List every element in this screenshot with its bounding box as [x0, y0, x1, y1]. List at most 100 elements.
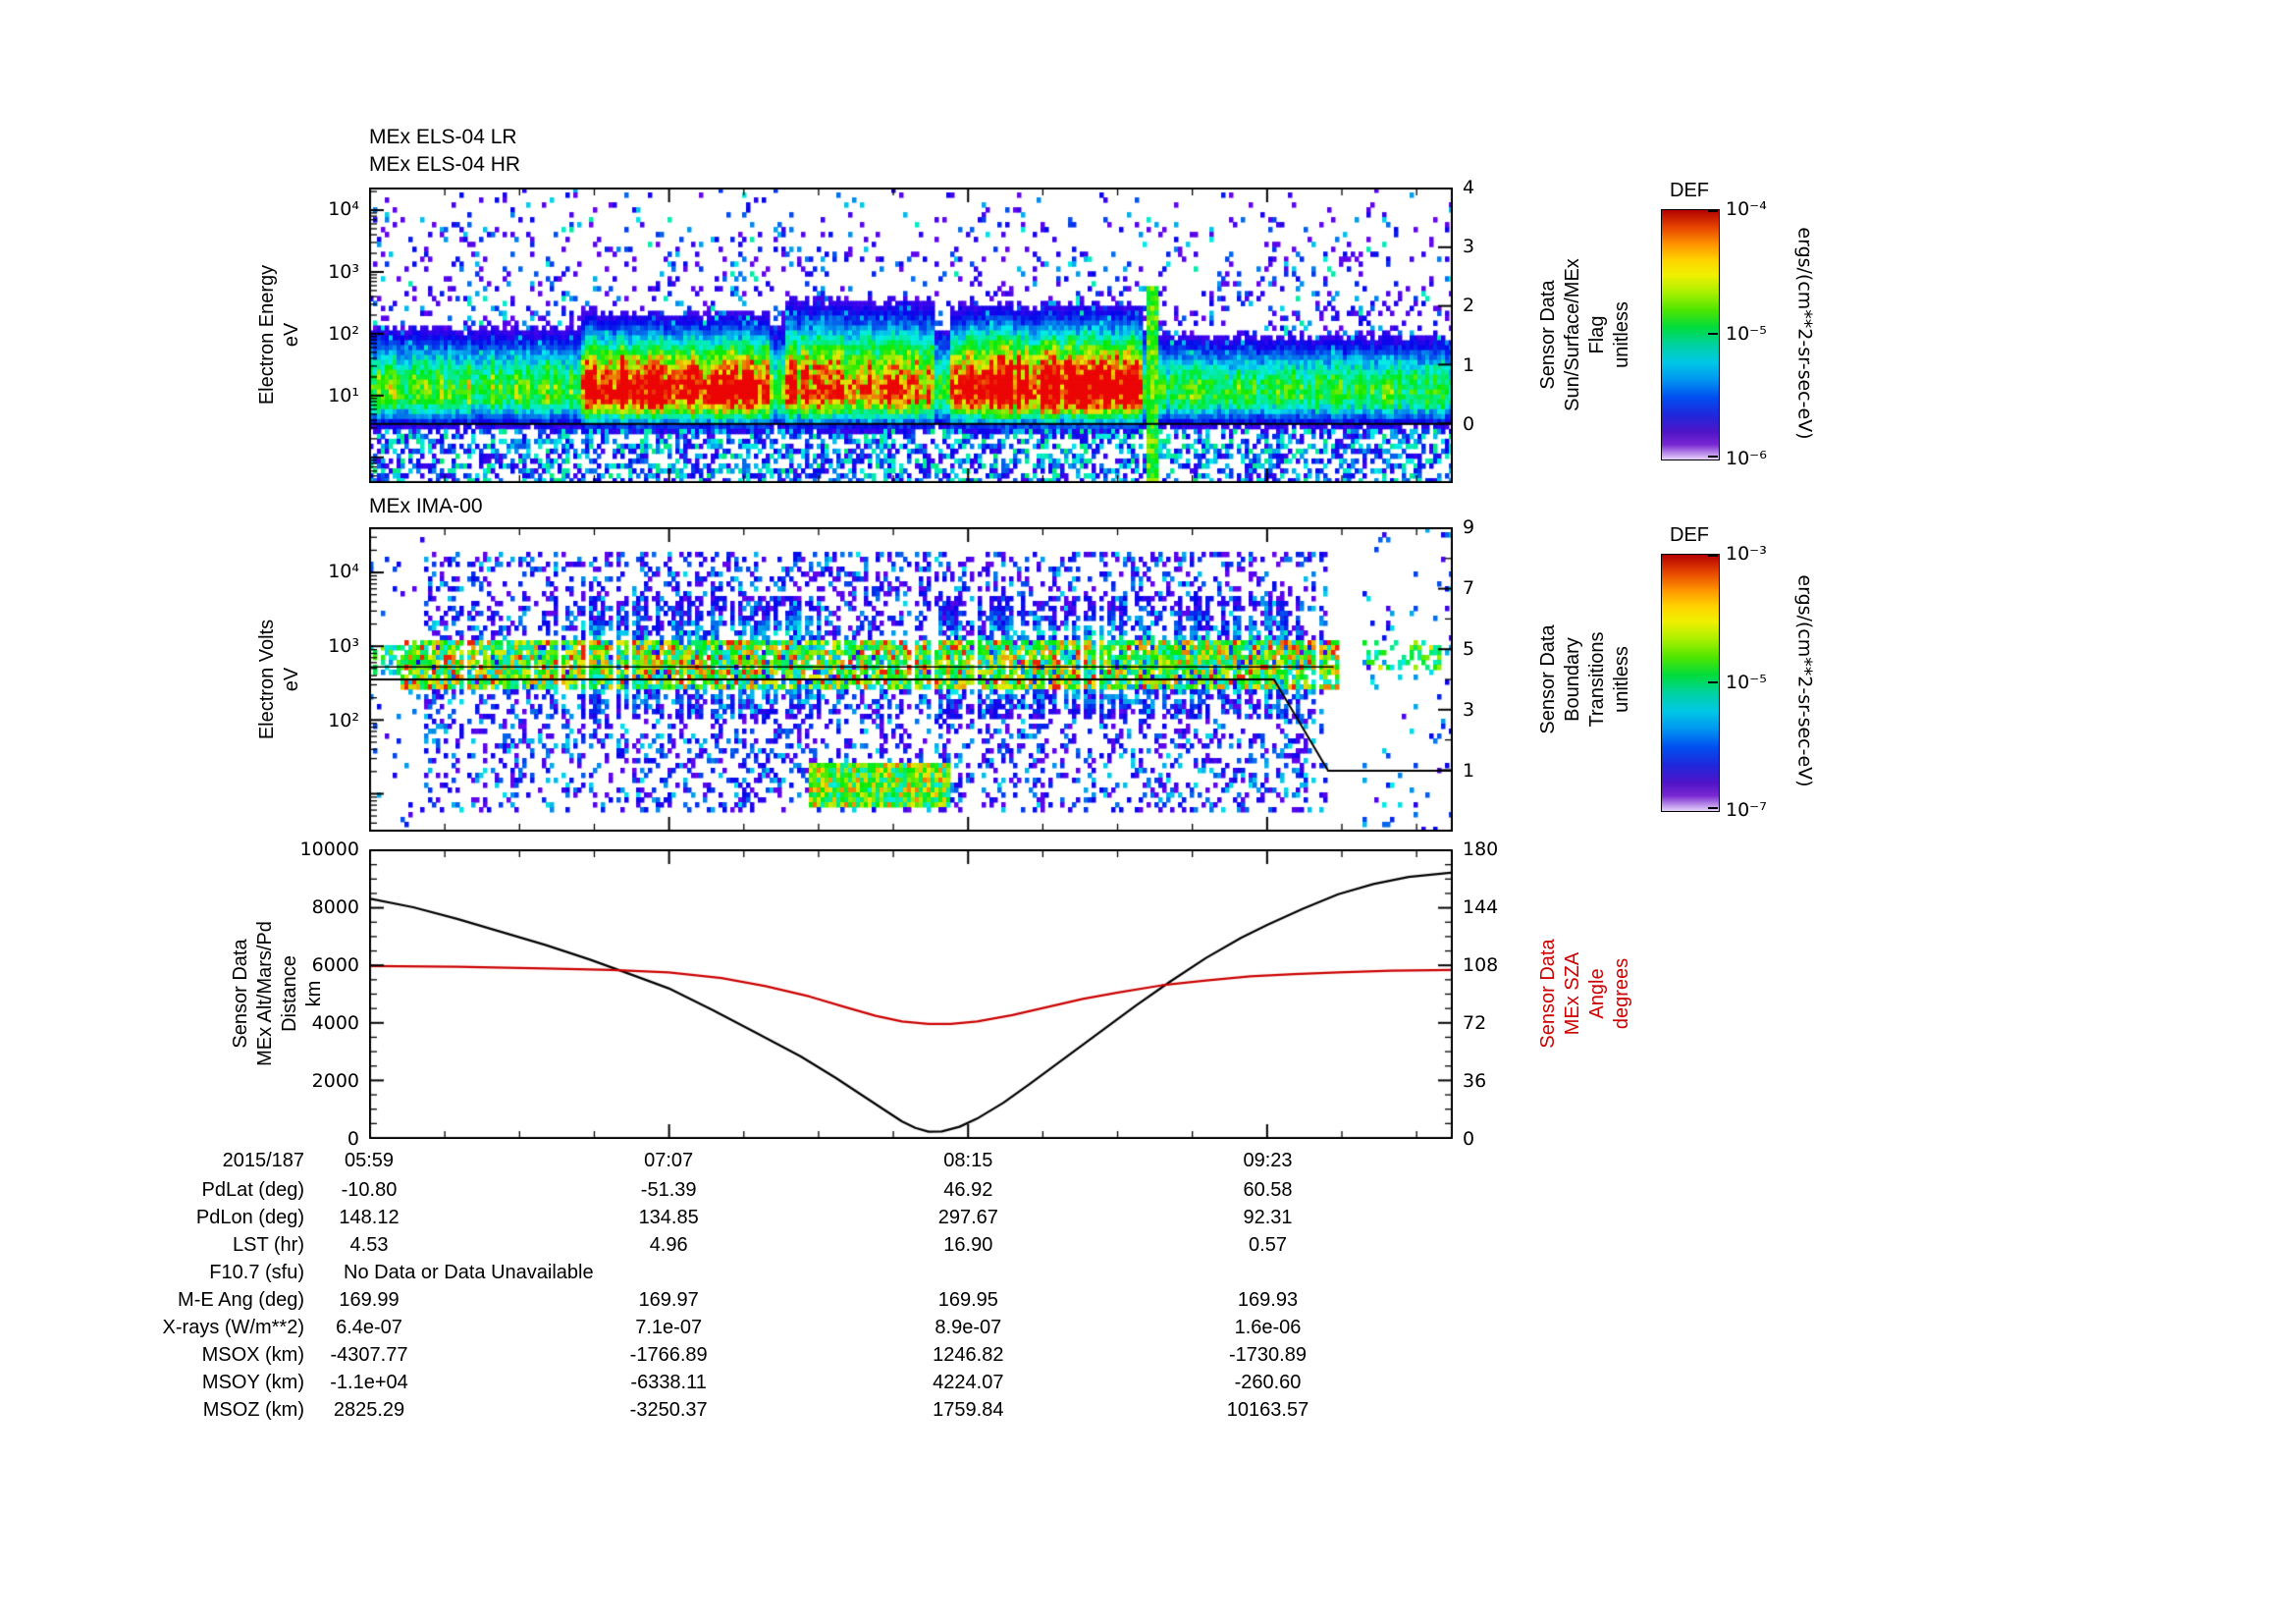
- table-cell: 169.99: [339, 1289, 400, 1311]
- table-row-label: PdLat (deg): [201, 1179, 304, 1201]
- table-cell: 134.85: [638, 1207, 699, 1228]
- els-flag-tick-label: 2: [1463, 295, 1475, 317]
- table-row-label: MSOX (km): [201, 1344, 304, 1366]
- els-title-lr: MEx ELS-04 LR: [369, 126, 517, 148]
- altitude-tick-label: 2000: [311, 1070, 359, 1092]
- table-cell: 92.31: [1243, 1207, 1293, 1228]
- ima-colorbar: [1661, 554, 1720, 812]
- colorbar_ima-tick-label: 10⁻³: [1726, 543, 1767, 565]
- sza-tick-label: 144: [1463, 896, 1499, 918]
- els-colorbar: [1661, 209, 1720, 460]
- table-cell: 169.95: [937, 1289, 998, 1311]
- table-row-label: M-E Ang (deg): [178, 1289, 304, 1311]
- colorbar_els-tick-label: 10⁻⁵: [1726, 323, 1767, 345]
- table-cell: 1246.82: [933, 1344, 1004, 1366]
- colorbar-tick-mark: [1708, 680, 1718, 683]
- altitude-tick-label: 10000: [299, 839, 359, 860]
- altitude-tick-label: 8000: [311, 896, 359, 918]
- table-cell: 8.9e-07: [934, 1317, 1002, 1338]
- colorbar-tick-mark: [1708, 210, 1718, 212]
- colorbar_els-tick-label: 10⁻⁶: [1726, 448, 1767, 469]
- els-colorbar-unit-label: ergs/(cm**2-sr-sec-eV): [1793, 227, 1816, 440]
- date-label: 2015/187: [222, 1150, 304, 1171]
- ima-colorbar-title: DEF: [1670, 524, 1709, 546]
- ima-boundary-tick-label: 3: [1463, 699, 1475, 721]
- els-y-tick-label: 10¹: [328, 385, 359, 407]
- table-cell: 297.67: [937, 1207, 998, 1228]
- table-cell: 1.6e-06: [1234, 1317, 1302, 1338]
- els-flag-tick-label: 0: [1463, 412, 1475, 435]
- table-cell: -51.39: [640, 1179, 697, 1201]
- els-flag-tick-label: 4: [1463, 177, 1475, 198]
- altitude-tick-label: 4000: [311, 1012, 359, 1034]
- ima-spectrogram-canvas: [369, 527, 1453, 832]
- els-y-tick-label: 10²: [328, 322, 359, 345]
- table-row-label: LST (hr): [233, 1234, 304, 1256]
- table-cell: 4.96: [649, 1234, 688, 1256]
- time-tick-label: 08:15: [943, 1150, 993, 1171]
- table-row-label: PdLon (deg): [195, 1207, 304, 1228]
- colorbar_ima-tick-label: 10⁻⁵: [1726, 671, 1767, 693]
- els-colorbar-title: DEF: [1670, 180, 1709, 201]
- ima-y-tick-label: 10²: [328, 709, 359, 731]
- els-y-tick-label: 10⁴: [328, 198, 359, 221]
- colorbar_els-tick-label: 10⁻⁴: [1726, 198, 1767, 220]
- ima-boundary-tick-label: 5: [1463, 638, 1475, 660]
- sza-right-axis-label: Sensor Data MEx SZA Angle degrees: [1537, 939, 1632, 1049]
- table-cell: -6338.11: [630, 1372, 707, 1393]
- table-cell: -1730.89: [1229, 1344, 1307, 1366]
- altitude-sza-chart-canvas: [369, 849, 1453, 1139]
- table-cell: 60.58: [1243, 1179, 1293, 1201]
- time-tick-label: 09:23: [1243, 1150, 1293, 1171]
- time-tick-label: 05:59: [344, 1150, 395, 1171]
- sza-tick-label: 108: [1463, 954, 1499, 976]
- colorbar-tick-mark: [1708, 456, 1718, 458]
- ima-boundary-tick-label: 9: [1463, 516, 1475, 538]
- colorbar_ima-tick-label: 10⁻⁷: [1726, 799, 1767, 821]
- colorbar-tick-mark: [1708, 807, 1718, 809]
- table-cell: -10.80: [341, 1179, 398, 1201]
- table-cell: 4.53: [349, 1234, 389, 1256]
- sza-tick-label: 72: [1463, 1012, 1487, 1034]
- colorbar-tick-mark: [1708, 555, 1718, 557]
- table-cell: -1.1e+04: [330, 1372, 408, 1393]
- els-spectrogram-canvas: [369, 188, 1453, 483]
- table-cell: 10163.57: [1226, 1399, 1309, 1421]
- els-y-tick-label: 10³: [328, 260, 359, 283]
- els-flag-tick-label: 3: [1463, 236, 1475, 258]
- table-cell: -3250.37: [629, 1399, 708, 1421]
- ima-y-tick-label: 10⁴: [328, 561, 359, 583]
- ima-colorbar-unit-label: ergs/(cm**2-sr-sec-eV): [1793, 574, 1816, 787]
- ima-y-tick-label: 10³: [328, 634, 359, 657]
- els-title-hr: MEx ELS-04 HR: [369, 153, 521, 176]
- els-right-axis-label: Sensor Data Sun/Surface/MEx Flag unitles…: [1537, 258, 1632, 411]
- table-row-label: MSOY (km): [201, 1372, 304, 1393]
- ima-boundary-tick-label: 1: [1463, 760, 1475, 782]
- sza-tick-label: 36: [1463, 1070, 1487, 1092]
- table-cell: 7.1e-07: [635, 1317, 703, 1338]
- sza-tick-label: 0: [1463, 1128, 1475, 1150]
- table-cell: 6.4e-07: [336, 1317, 402, 1338]
- table-row-label: F10.7 (sfu): [209, 1262, 304, 1283]
- table-cell: 2825.29: [333, 1399, 405, 1421]
- table-cell: 148.12: [339, 1207, 400, 1228]
- table-cell: 1759.84: [933, 1399, 1004, 1421]
- ima-boundary-tick-label: 7: [1463, 577, 1475, 599]
- ima-title: MEx IMA-00: [369, 495, 483, 517]
- sza-tick-label: 180: [1463, 839, 1499, 860]
- table-row-label: MSOZ (km): [202, 1399, 304, 1421]
- els-flag-tick-label: 1: [1463, 353, 1475, 376]
- table-cell: -1766.89: [629, 1344, 708, 1366]
- table-row-label: X-rays (W/m**2): [162, 1317, 304, 1338]
- table-cell: 16.90: [943, 1234, 993, 1256]
- table-cell: -4307.77: [330, 1344, 408, 1366]
- colorbar-tick-mark: [1708, 333, 1718, 335]
- table-cell: -260.60: [1234, 1372, 1302, 1393]
- table-cell: 4224.07: [933, 1372, 1004, 1393]
- table-cell: No Data or Data Unavailable: [344, 1262, 594, 1283]
- table-cell: 169.93: [1237, 1289, 1299, 1311]
- table-cell: 169.97: [638, 1289, 699, 1311]
- time-tick-label: 07:07: [644, 1150, 694, 1171]
- table-cell: 0.57: [1249, 1234, 1287, 1256]
